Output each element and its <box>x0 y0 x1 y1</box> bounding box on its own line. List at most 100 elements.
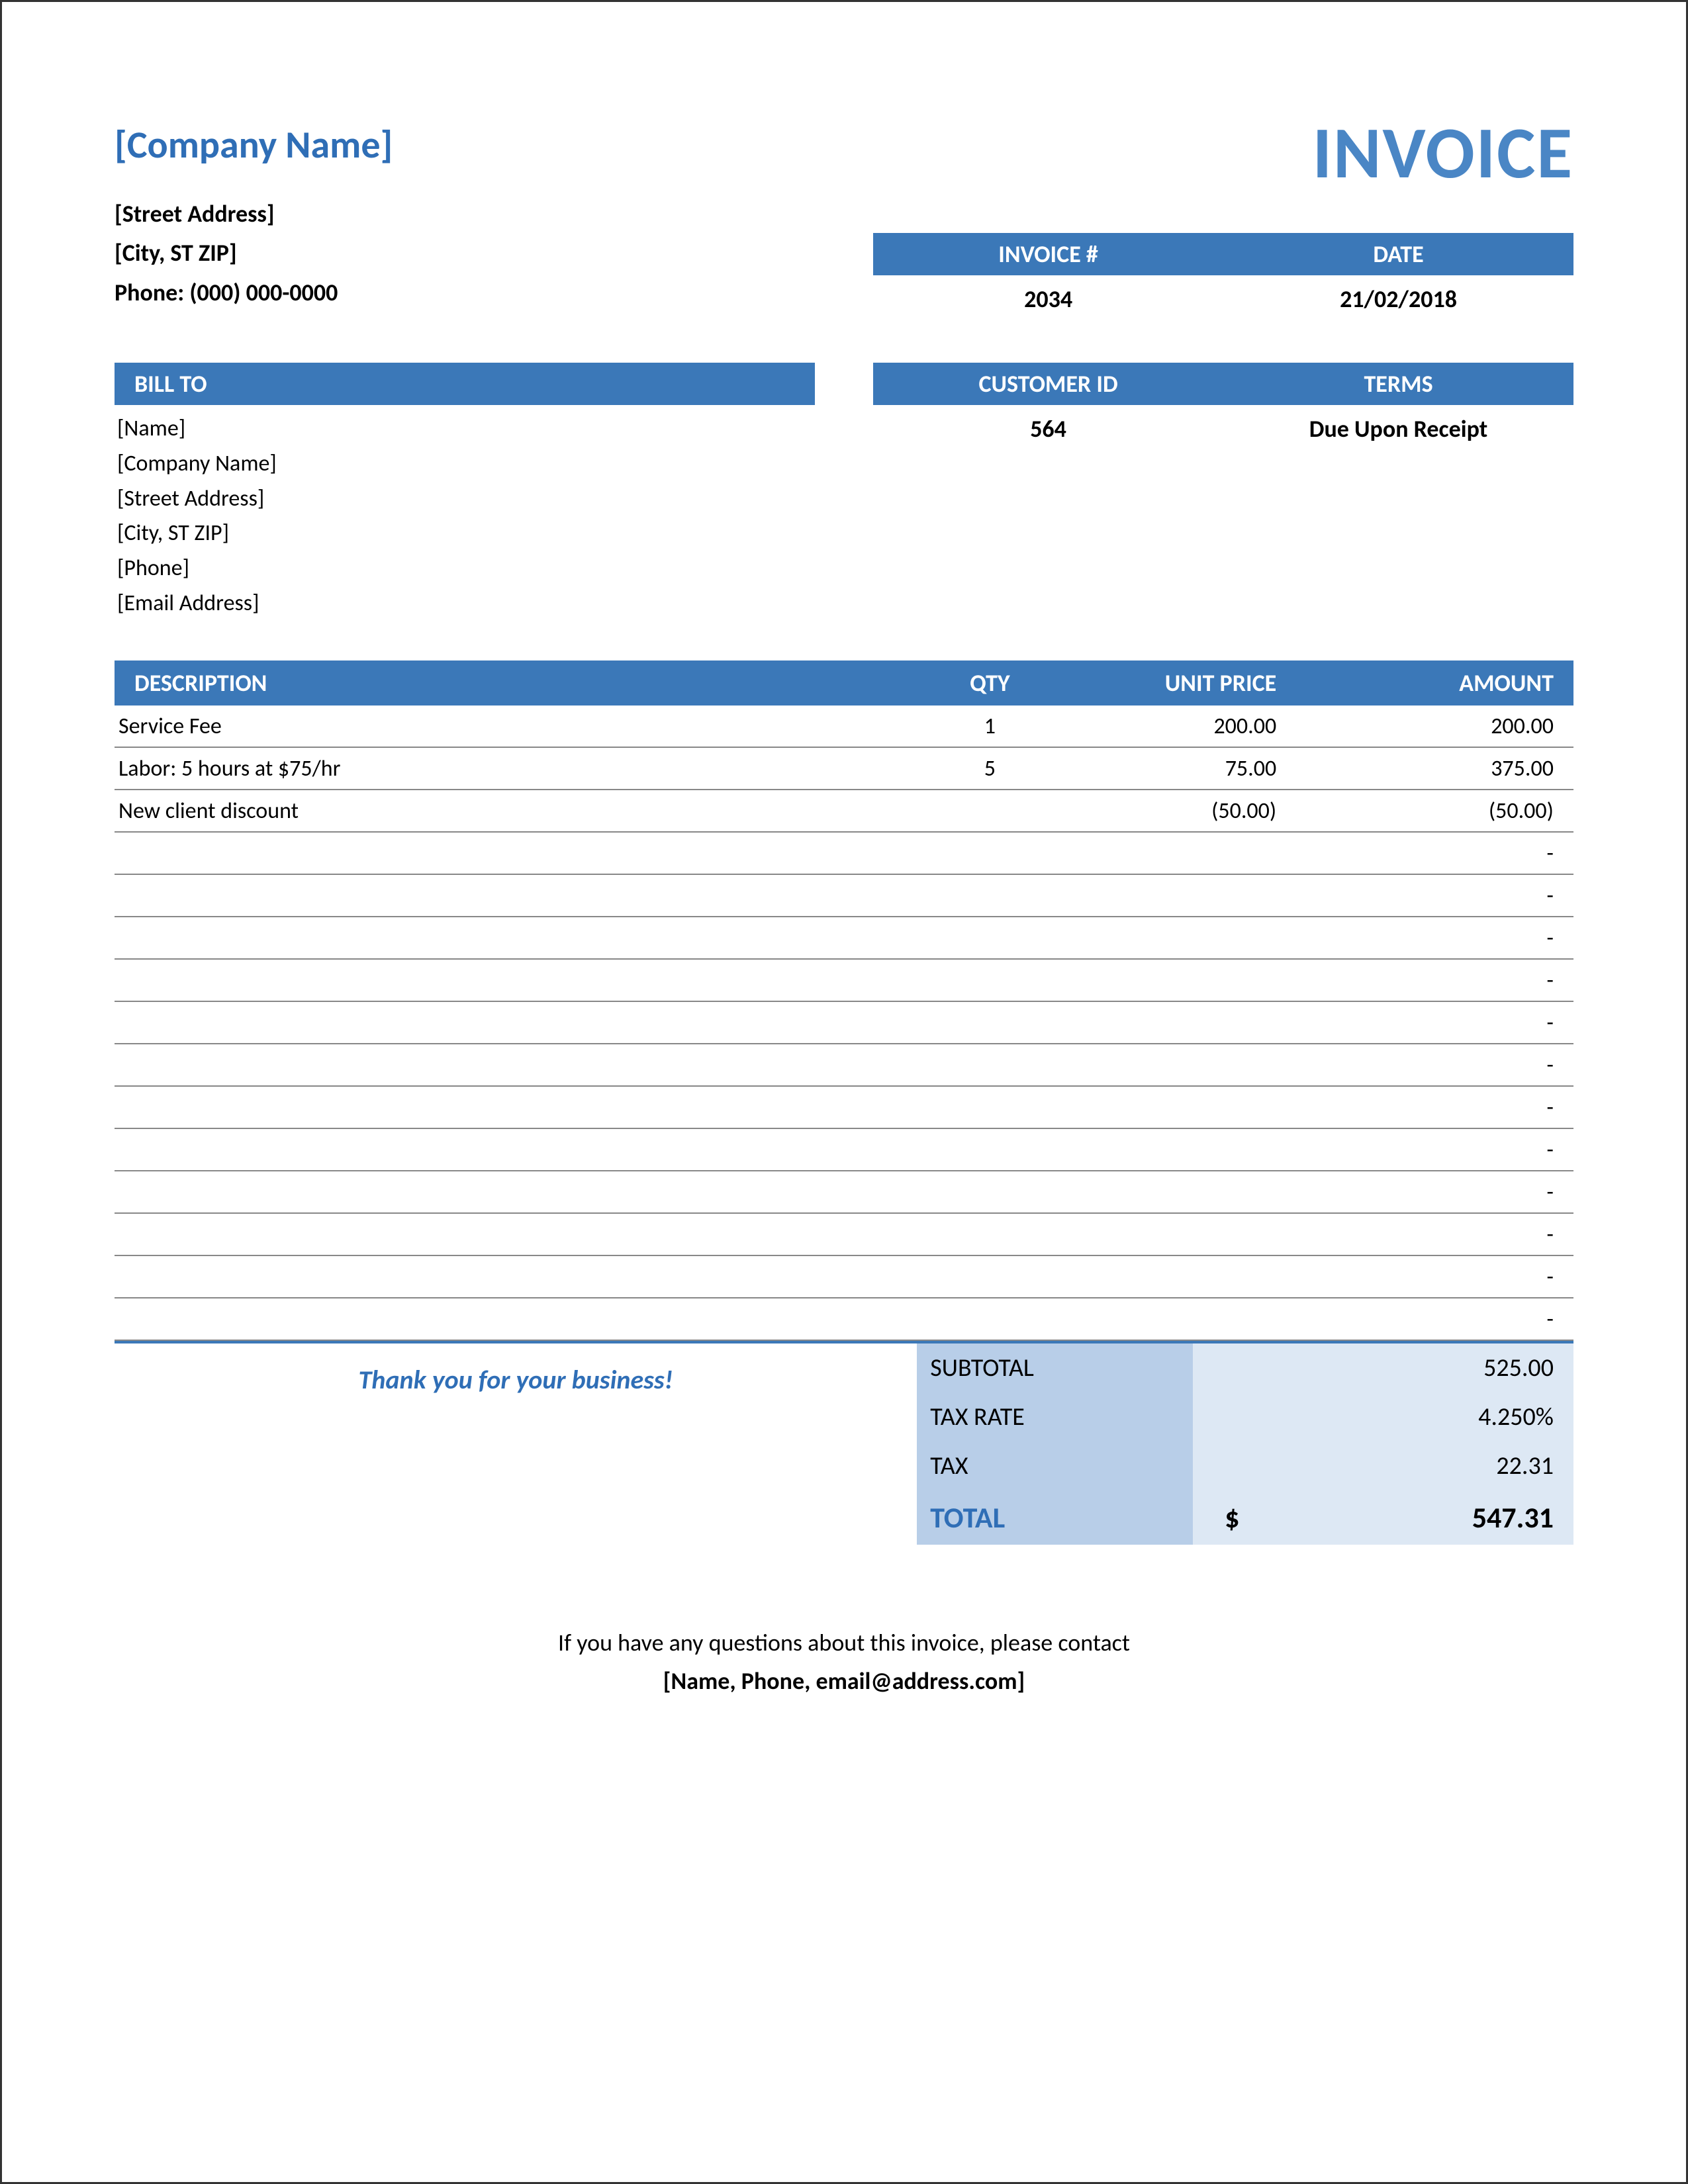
item-qty: 5 <box>917 749 1062 789</box>
item-unit-price <box>1063 1143 1297 1156</box>
billto-street: [Street Address] <box>117 482 815 517</box>
item-unit-price <box>1063 974 1297 987</box>
line-item-row: - <box>115 1256 1573 1298</box>
item-amount: - <box>1296 960 1573 1001</box>
billto-name: [Name] <box>117 412 815 447</box>
item-unit-price <box>1063 1058 1297 1071</box>
item-qty <box>917 1143 1062 1156</box>
item-unit-price <box>1063 1312 1297 1326</box>
subtotal-currency <box>1193 1343 1272 1392</box>
line-items-table: DESCRIPTION QTY UNIT PRICE AMOUNT Servic… <box>115 660 1573 1341</box>
col-unit-price: UNIT PRICE <box>1063 660 1297 705</box>
billto-city: [City, ST ZIP] <box>117 516 815 551</box>
item-qty <box>917 1058 1062 1071</box>
item-description <box>115 974 917 987</box>
item-qty <box>917 1270 1062 1283</box>
item-description <box>115 1185 917 1199</box>
item-description <box>115 889 917 902</box>
item-amount: - <box>1296 918 1573 958</box>
item-description <box>115 1270 917 1283</box>
item-qty <box>917 974 1062 987</box>
invoice-date-label: DATE <box>1223 233 1573 275</box>
item-unit-price <box>1063 889 1297 902</box>
total-value: 547.31 <box>1272 1490 1573 1545</box>
invoice-meta-table: INVOICE # DATE 2034 21/02/2018 <box>873 233 1573 323</box>
line-item-row: Labor: 5 hours at $75/hr575.00375.00 <box>115 748 1573 790</box>
item-qty <box>917 1101 1062 1114</box>
line-item-row: New client discount(50.00)(50.00) <box>115 790 1573 833</box>
company-city: [City, ST ZIP] <box>115 234 393 273</box>
invoice-date: 21/02/2018 <box>1223 275 1573 323</box>
item-unit-price <box>1063 846 1297 860</box>
item-amount: - <box>1296 876 1573 916</box>
item-amount: 200.00 <box>1296 706 1573 747</box>
item-description <box>115 1228 917 1241</box>
item-amount: - <box>1296 833 1573 874</box>
company-street: [Street Address] <box>115 195 393 234</box>
item-unit-price <box>1063 1185 1297 1199</box>
item-amount: - <box>1296 1299 1573 1340</box>
item-unit-price <box>1063 1016 1297 1029</box>
invoice-number-label: INVOICE # <box>873 233 1223 275</box>
item-description <box>115 1101 917 1114</box>
item-unit-price: 200.00 <box>1063 706 1297 747</box>
subtotal-label: SUBTOTAL <box>917 1343 1193 1392</box>
line-item-row: - <box>115 833 1573 875</box>
item-amount: - <box>1296 1003 1573 1043</box>
invoice-title: INVOICE <box>1313 108 1573 197</box>
line-item-row: - <box>115 1214 1573 1256</box>
item-qty: 1 <box>917 706 1062 747</box>
billto-email: [Email Address] <box>117 586 815 621</box>
line-item-row: - <box>115 1087 1573 1129</box>
item-description <box>115 846 917 860</box>
line-item-row: - <box>115 1044 1573 1087</box>
item-qty <box>917 804 1062 817</box>
item-qty <box>917 931 1062 944</box>
taxrate-currency <box>1193 1392 1272 1441</box>
billto-phone: [Phone] <box>117 551 815 586</box>
terms-label: TERMS <box>1223 363 1573 405</box>
item-unit-price <box>1063 1101 1297 1114</box>
item-amount: (50.00) <box>1296 791 1573 831</box>
item-description <box>115 1016 917 1029</box>
col-qty: QTY <box>917 660 1062 705</box>
line-item-row: Service Fee1200.00200.00 <box>115 705 1573 748</box>
footer-contact: [Name, Phone, email@address.com] <box>115 1662 1573 1701</box>
line-item-row: - <box>115 875 1573 917</box>
footer-line-1: If you have any questions about this inv… <box>115 1624 1573 1662</box>
item-unit-price: 75.00 <box>1063 749 1297 789</box>
item-unit-price <box>1063 1228 1297 1241</box>
line-item-row: - <box>115 960 1573 1002</box>
line-item-row: - <box>115 1171 1573 1214</box>
line-item-row: - <box>115 1002 1573 1044</box>
line-item-row: - <box>115 1129 1573 1171</box>
customer-id: 564 <box>873 405 1223 453</box>
item-amount: 375.00 <box>1296 749 1573 789</box>
item-amount: - <box>1296 1130 1573 1170</box>
tax-value: 22.31 <box>1272 1441 1573 1490</box>
item-qty <box>917 1016 1062 1029</box>
item-description: New client discount <box>115 791 917 831</box>
item-description <box>115 931 917 944</box>
terms-value: Due Upon Receipt <box>1223 405 1573 453</box>
total-label: TOTAL <box>917 1490 1193 1545</box>
company-name: [Company Name] <box>115 121 393 168</box>
line-item-row: - <box>115 917 1573 960</box>
item-unit-price <box>1063 931 1297 944</box>
item-qty <box>917 1185 1062 1199</box>
item-qty <box>917 1312 1062 1326</box>
item-amount: - <box>1296 1214 1573 1255</box>
tax-label: TAX <box>917 1441 1193 1490</box>
item-qty <box>917 846 1062 860</box>
item-description <box>115 1312 917 1326</box>
taxrate-label: TAX RATE <box>917 1392 1193 1441</box>
billto-company: [Company Name] <box>117 447 815 482</box>
item-amount: - <box>1296 1172 1573 1212</box>
invoice-number: 2034 <box>873 275 1223 323</box>
subtotal-value: 525.00 <box>1272 1343 1573 1392</box>
taxrate-value: 4.250% <box>1272 1392 1573 1441</box>
item-description: Service Fee <box>115 706 917 747</box>
item-description <box>115 1143 917 1156</box>
line-item-row: - <box>115 1298 1573 1341</box>
item-unit-price <box>1063 1270 1297 1283</box>
